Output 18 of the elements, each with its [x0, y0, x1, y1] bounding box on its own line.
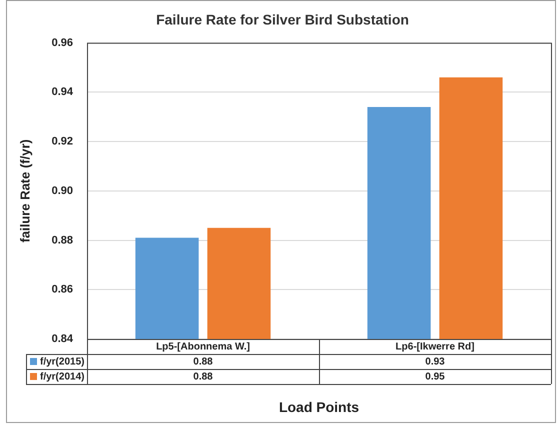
legend-label: f/yr(2015)	[40, 356, 84, 368]
legend-label: f/yr(2014)	[40, 371, 84, 382]
y-tick-label: 0.84	[52, 333, 74, 346]
y-tick-label: 0.92	[52, 136, 74, 148]
x-tick-label: Lp5-[Abonnema W.]	[156, 341, 250, 352]
y-tick-label: 0.96	[52, 36, 74, 49]
y-tick-label: 0.90	[52, 184, 74, 197]
data-label: 0.88	[193, 356, 214, 368]
data-label: 0.95	[425, 371, 446, 382]
y-axis-title: failure Rate (f/yr)	[17, 139, 32, 243]
data-label: 0.88	[193, 371, 214, 382]
chart-title: Failure Rate for Silver Bird Substation	[156, 11, 409, 28]
y-tick-label: 0.94	[52, 86, 74, 98]
y-tick-label: 0.86	[52, 284, 74, 296]
data-label: 0.93	[425, 356, 446, 368]
x-tick-label: Lp6-[Ikwerre Rd]	[396, 341, 474, 352]
y-tick-label: 0.88	[52, 234, 74, 246]
x-axis-title: Load Points	[278, 398, 360, 415]
